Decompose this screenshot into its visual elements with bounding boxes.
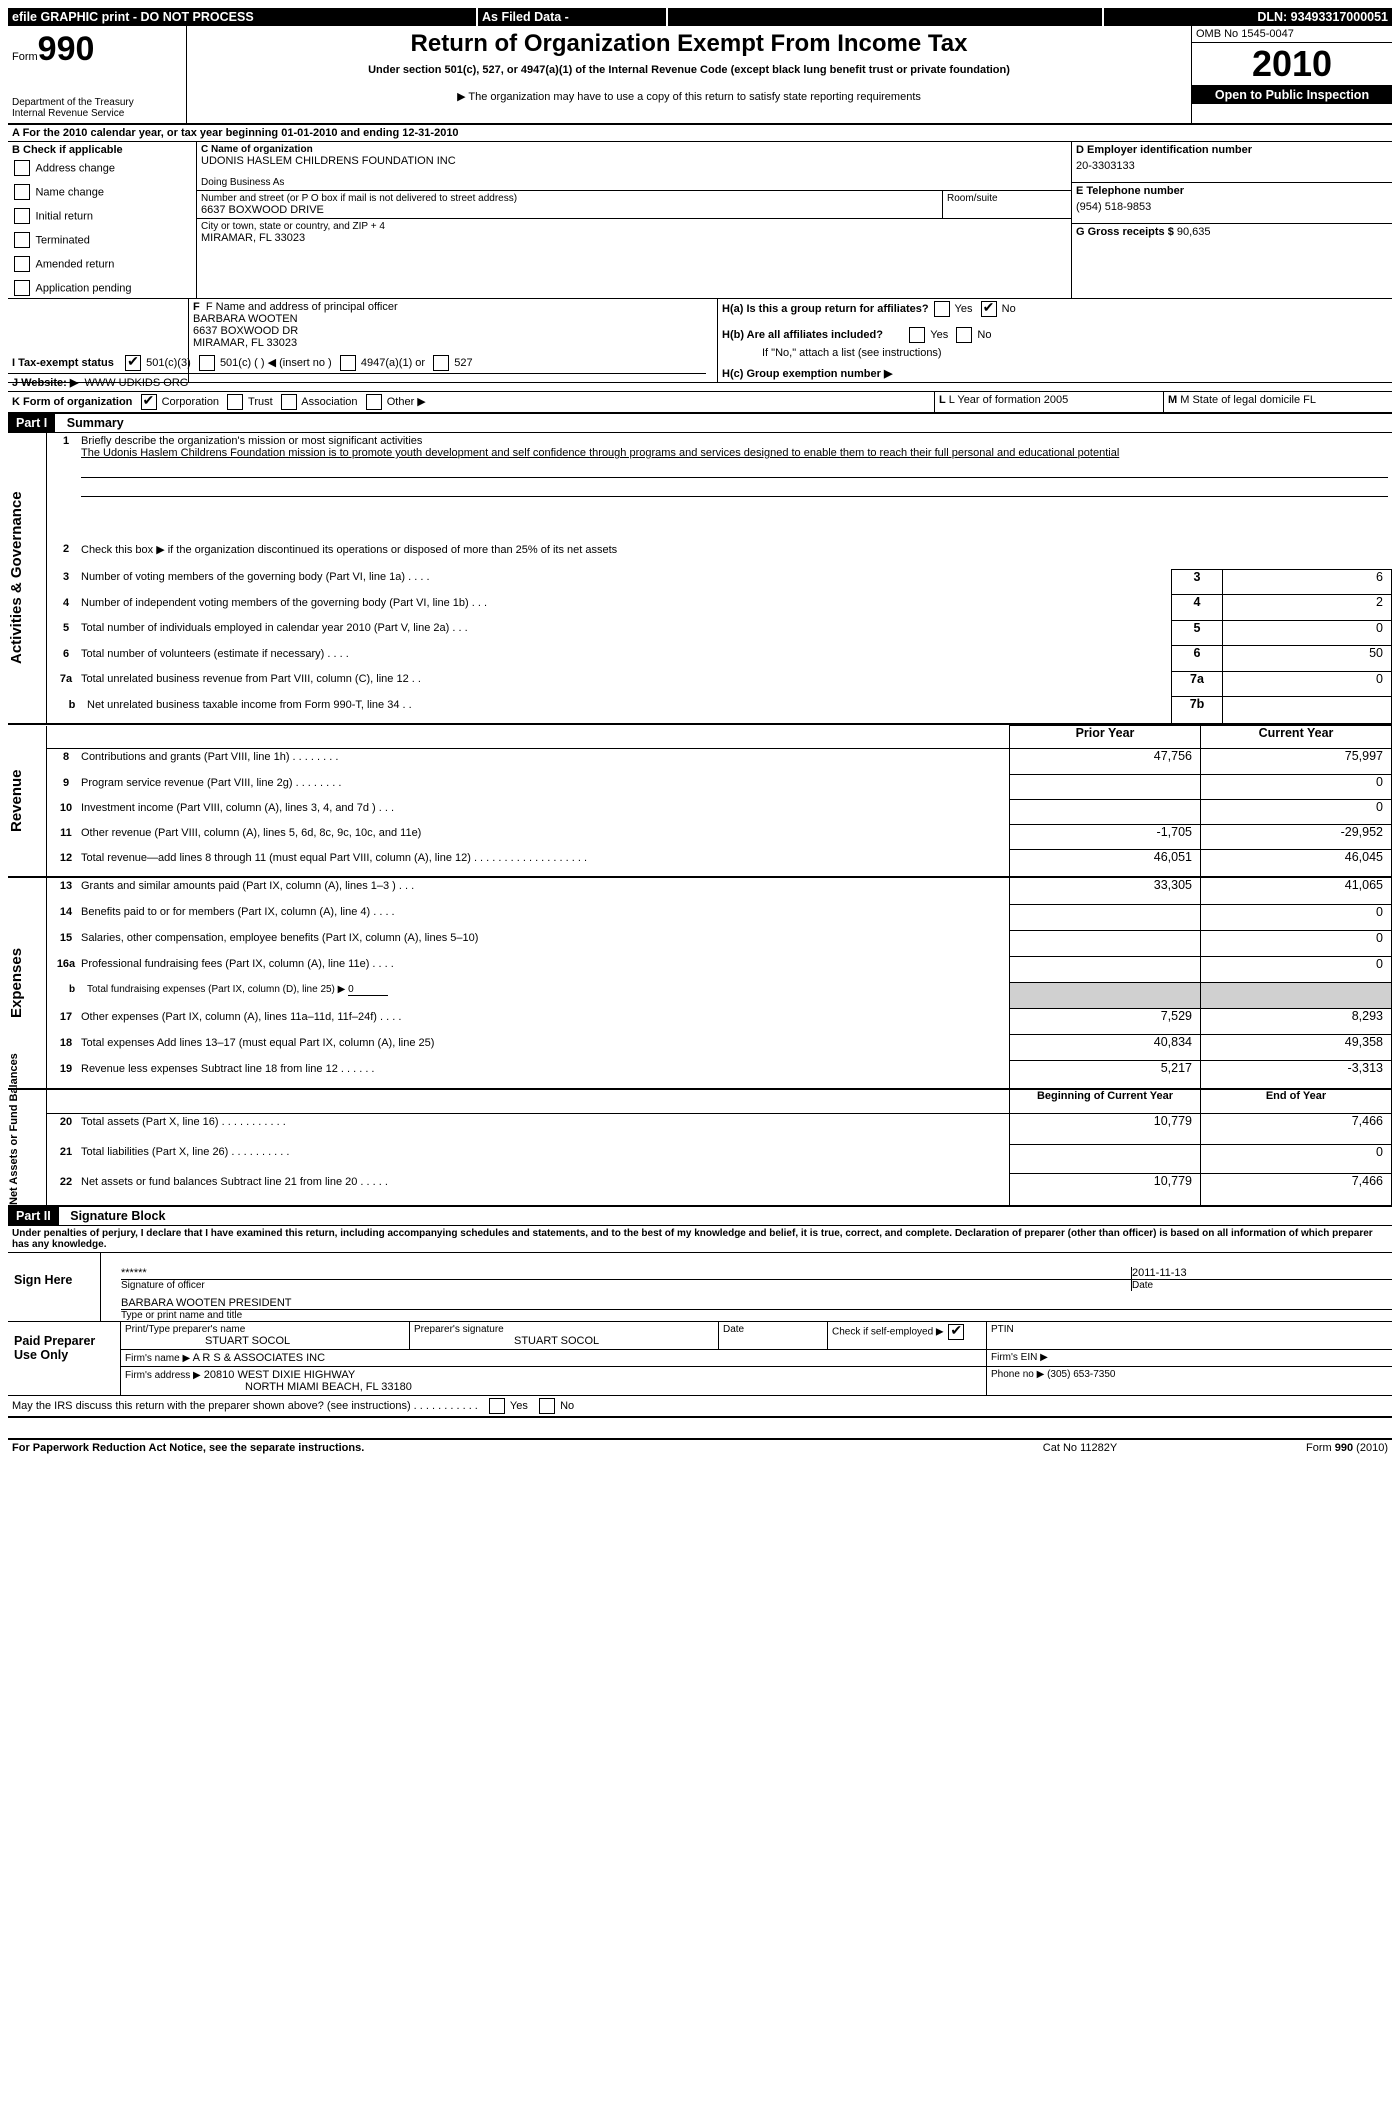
topbar-right: DLN: 93493317000051 [1103,8,1392,26]
net-row: 20Total assets (Part X, line 16) . . . .… [8,1114,1392,1145]
checkbox-hb-no[interactable] [956,327,972,343]
part1-header: Part I Summary [8,414,1392,433]
checkbox-initial-return[interactable] [14,208,30,224]
checkbox-4947[interactable] [340,355,356,371]
checkbox-hb-yes[interactable] [909,327,925,343]
rev-row: 10Investment income (Part VIII, column (… [8,800,1392,825]
topbar-mid: As Filed Data - [477,8,667,26]
gov-row: 3Number of voting members of the governi… [8,569,1392,595]
gov-row: 6Total number of volunteers (estimate if… [8,646,1392,672]
rev-row: 8Contributions and grants (Part VIII, li… [8,749,1392,775]
part2-header: Part II Signature Block [8,1207,1392,1226]
rev-row: 11Other revenue (Part VIII, column (A), … [8,825,1392,850]
checkbox-other[interactable] [366,394,382,410]
checkbox-corp[interactable] [141,394,157,410]
org-info-block: B Check if applicable Address change Nam… [8,142,1392,299]
org-name: UDONIS HASLEM CHILDRENS FOUNDATION INC [201,155,1067,167]
checkbox-amended[interactable] [14,256,30,272]
line-j: J Website: ▶ WWW UDKIDS ORG [8,374,1392,392]
line-i: I Tax-exempt status 501(c)(3) 501(c) ( )… [8,353,706,374]
mission-text: The Udonis Haslem Childrens Foundation m… [81,447,1388,459]
part1-table: Activities & Governance 1 Briefly descri… [8,433,1392,725]
exp-row: 15Salaries, other compensation, employee… [8,930,1392,956]
form-header: Form990 Department of the Treasury Inter… [8,26,1392,125]
gov-row: 7aTotal unrelated business revenue from … [8,671,1392,697]
sign-here-block: Sign Here ****** 2011-11-13 Signature of… [8,1253,1392,1322]
topbar-left: efile GRAPHIC print - DO NOT PROCESS [8,8,477,26]
checkbox-527[interactable] [433,355,449,371]
checkbox-address-change[interactable] [14,160,30,176]
checkbox-app-pending[interactable] [14,280,30,296]
financials-table: Revenue Prior Year Current Year 8Contrib… [8,725,1392,1207]
exp-row: 18Total expenses Add lines 13–17 (must e… [8,1035,1392,1061]
checkbox-ha-yes[interactable] [934,301,950,317]
checkbox-discuss-no[interactable] [539,1398,555,1414]
line-a: A For the 2010 calendar year, or tax yea… [8,125,1392,142]
checkbox-name-change[interactable] [14,184,30,200]
checkbox-ha-no[interactable] [981,301,997,317]
line-k: K Form of organization Corporation Trust… [8,392,1392,414]
gov-row: bNet unrelated business taxable income f… [8,697,1392,724]
checkbox-discuss-yes[interactable] [489,1398,505,1414]
form-number: 990 [38,30,95,68]
exp-row: 14Benefits paid to or for members (Part … [8,904,1392,930]
gov-row: 5Total number of individuals employed in… [8,620,1392,646]
top-bar: efile GRAPHIC print - DO NOT PROCESS As … [8,8,1392,26]
checkbox-501c3[interactable] [125,355,141,371]
checkbox-assoc[interactable] [281,394,297,410]
page-footer: For Paperwork Reduction Act Notice, see … [8,1438,1392,1456]
paid-preparer-block: Paid Preparer Use Only Print/Type prepar… [8,1322,1392,1396]
ein: 20-3303133 [1076,160,1388,172]
checkbox-trust[interactable] [227,394,243,410]
gov-row: 4Number of independent voting members of… [8,595,1392,621]
exp-row: 19Revenue less expenses Subtract line 18… [8,1061,1392,1089]
exp-row: 16aProfessional fundraising fees (Part I… [8,956,1392,982]
form-title: Return of Organization Exempt From Incom… [197,30,1181,58]
checkbox-terminated[interactable] [14,232,30,248]
rev-row: 12Total revenue—add lines 8 through 11 (… [8,850,1392,877]
net-row: 22Net assets or fund balances Subtract l… [8,1174,1392,1206]
rev-row: 9Program service revenue (Part VIII, lin… [8,775,1392,800]
checkbox-501c[interactable] [199,355,215,371]
net-row: 21Total liabilities (Part X, line 26) . … [8,1144,1392,1174]
perjury-text: Under penalties of perjury, I declare th… [8,1226,1392,1253]
discuss-line: May the IRS discuss this return with the… [8,1396,1392,1418]
exp-row: bTotal fundraising expenses (Part IX, co… [8,982,1392,1008]
checkbox-self-employed[interactable] [948,1324,964,1340]
exp-row: 17Other expenses (Part IX, column (A), l… [8,1009,1392,1035]
tax-year: 2010 [1192,43,1392,86]
